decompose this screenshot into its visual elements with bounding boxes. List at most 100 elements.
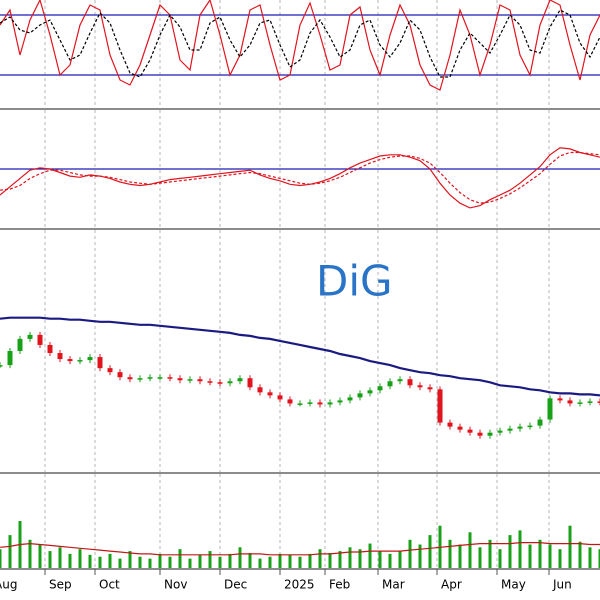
candle bbox=[337, 400, 343, 403]
volume-bar bbox=[168, 556, 172, 568]
volume-bar bbox=[248, 552, 252, 568]
candle bbox=[17, 338, 23, 351]
candle bbox=[137, 378, 143, 380]
candle bbox=[427, 387, 433, 390]
volume-bar bbox=[78, 549, 82, 568]
candle bbox=[547, 398, 553, 420]
candle bbox=[437, 389, 443, 423]
candle bbox=[207, 381, 213, 383]
candle bbox=[297, 403, 303, 405]
x-tick-label: Apr bbox=[441, 578, 462, 592]
volume-bar bbox=[48, 551, 52, 568]
candle bbox=[157, 377, 163, 379]
series-line bbox=[0, 0, 600, 91]
volume-bar bbox=[548, 544, 552, 568]
volume-bar bbox=[98, 556, 102, 568]
volume-bar bbox=[378, 551, 382, 568]
x-tick-label: Nov bbox=[164, 578, 187, 592]
candle bbox=[217, 382, 223, 384]
candle bbox=[127, 377, 133, 380]
candle bbox=[197, 379, 203, 382]
chart-title: DiG bbox=[316, 257, 393, 306]
candle bbox=[347, 397, 353, 401]
candle bbox=[307, 402, 313, 404]
volume-bar bbox=[218, 556, 222, 568]
volume-bar bbox=[408, 539, 412, 568]
volume-bar bbox=[518, 530, 522, 568]
candle bbox=[397, 379, 403, 382]
candle bbox=[407, 379, 413, 386]
volume-bar bbox=[498, 549, 502, 568]
volume-bar bbox=[128, 551, 132, 568]
candle bbox=[87, 357, 93, 361]
candle bbox=[377, 386, 383, 391]
volume-bar bbox=[118, 558, 122, 568]
volume-bar bbox=[508, 535, 512, 568]
volume-bar bbox=[538, 539, 542, 568]
candle bbox=[317, 402, 323, 405]
volume-bar bbox=[0, 549, 2, 568]
candle bbox=[447, 422, 453, 427]
volume-bar bbox=[28, 539, 32, 568]
candle bbox=[57, 353, 63, 360]
candle bbox=[567, 400, 573, 404]
candle bbox=[577, 402, 583, 404]
candle bbox=[237, 378, 243, 382]
volume-bar bbox=[258, 558, 262, 568]
volume-bar bbox=[278, 553, 282, 568]
volume-bar bbox=[208, 551, 212, 568]
candle bbox=[97, 357, 103, 369]
candle bbox=[147, 377, 153, 379]
volume-bar bbox=[58, 547, 62, 568]
volume-bar bbox=[488, 539, 492, 568]
series-line bbox=[0, 9, 600, 78]
candle bbox=[467, 429, 473, 433]
candle bbox=[537, 419, 543, 426]
volume-bar bbox=[38, 544, 42, 568]
volume-bar bbox=[188, 558, 192, 568]
candle bbox=[367, 390, 373, 394]
candle bbox=[517, 426, 523, 429]
x-tick-label: Dec bbox=[224, 578, 247, 592]
candle bbox=[47, 344, 53, 354]
candle bbox=[527, 425, 533, 428]
candle bbox=[67, 359, 73, 362]
volume-bar bbox=[338, 551, 342, 568]
candle bbox=[7, 351, 13, 366]
volume-bar bbox=[88, 554, 92, 568]
candle bbox=[267, 392, 273, 396]
volume-bar bbox=[428, 535, 432, 568]
series-line bbox=[0, 542, 600, 556]
series-line bbox=[0, 151, 600, 204]
volume-bar bbox=[448, 539, 452, 568]
candle bbox=[587, 401, 593, 403]
volume-bar bbox=[558, 549, 562, 568]
volume-bar bbox=[368, 543, 372, 568]
candle bbox=[247, 378, 253, 388]
candle bbox=[117, 372, 123, 378]
candle bbox=[27, 334, 33, 339]
volume-bar bbox=[318, 549, 322, 568]
volume-bar bbox=[238, 547, 242, 568]
candle bbox=[257, 387, 263, 393]
x-tick-label: Aug bbox=[0, 578, 17, 592]
volume-bar bbox=[298, 556, 302, 568]
volume-bar bbox=[388, 553, 392, 568]
candle bbox=[37, 334, 43, 345]
volume-bar bbox=[108, 553, 112, 568]
x-tick-label: Mar bbox=[382, 578, 405, 592]
volume-bar bbox=[8, 535, 12, 568]
volume-bar bbox=[598, 549, 600, 568]
volume-bar bbox=[268, 556, 272, 568]
volume-bar bbox=[468, 532, 472, 568]
volume-bar bbox=[588, 547, 592, 568]
candle bbox=[457, 426, 463, 430]
candle bbox=[477, 432, 483, 436]
candle bbox=[277, 395, 283, 400]
candle bbox=[227, 381, 233, 384]
x-tick-label: May bbox=[501, 578, 526, 592]
candle bbox=[287, 399, 293, 404]
candle bbox=[177, 378, 183, 381]
